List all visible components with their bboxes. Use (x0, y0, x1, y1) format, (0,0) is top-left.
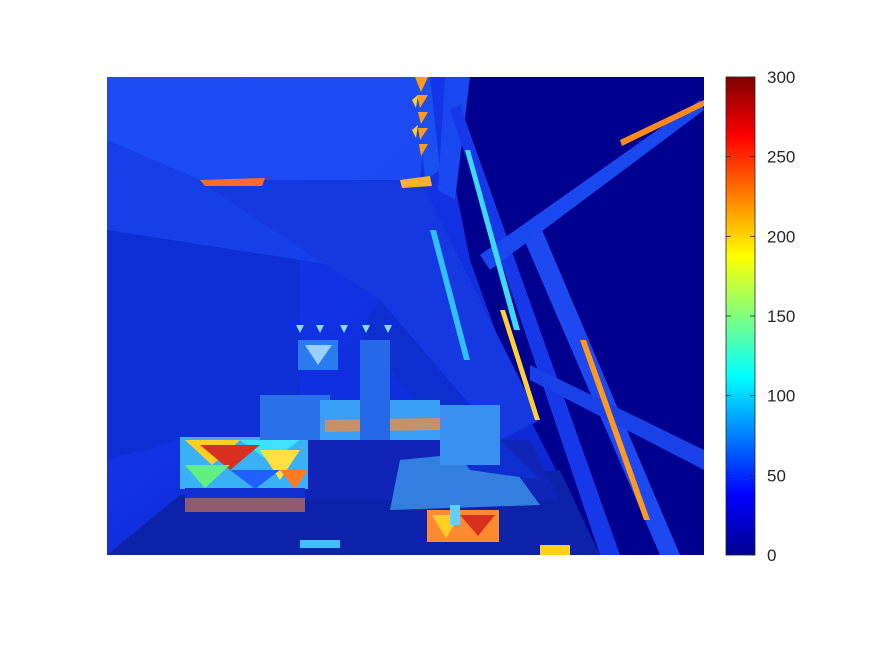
colorbar-tick-label: 0 (767, 546, 776, 565)
colorbar-tick-label: 200 (767, 227, 795, 246)
colorbar-tick-label: 100 (767, 387, 795, 406)
colorbar-tick-label: 250 (767, 148, 795, 167)
colorbar-tick-label: 50 (767, 466, 786, 485)
colorbar: 0 50 100 150 200 250 300 (725, 68, 795, 565)
colorbar-tick-label: 150 (767, 307, 795, 326)
colorbar-tick-label: 300 (767, 68, 795, 87)
heatmap-image (107, 77, 704, 555)
colorbar-ticks: 0 50 100 150 200 250 300 (726, 68, 795, 565)
